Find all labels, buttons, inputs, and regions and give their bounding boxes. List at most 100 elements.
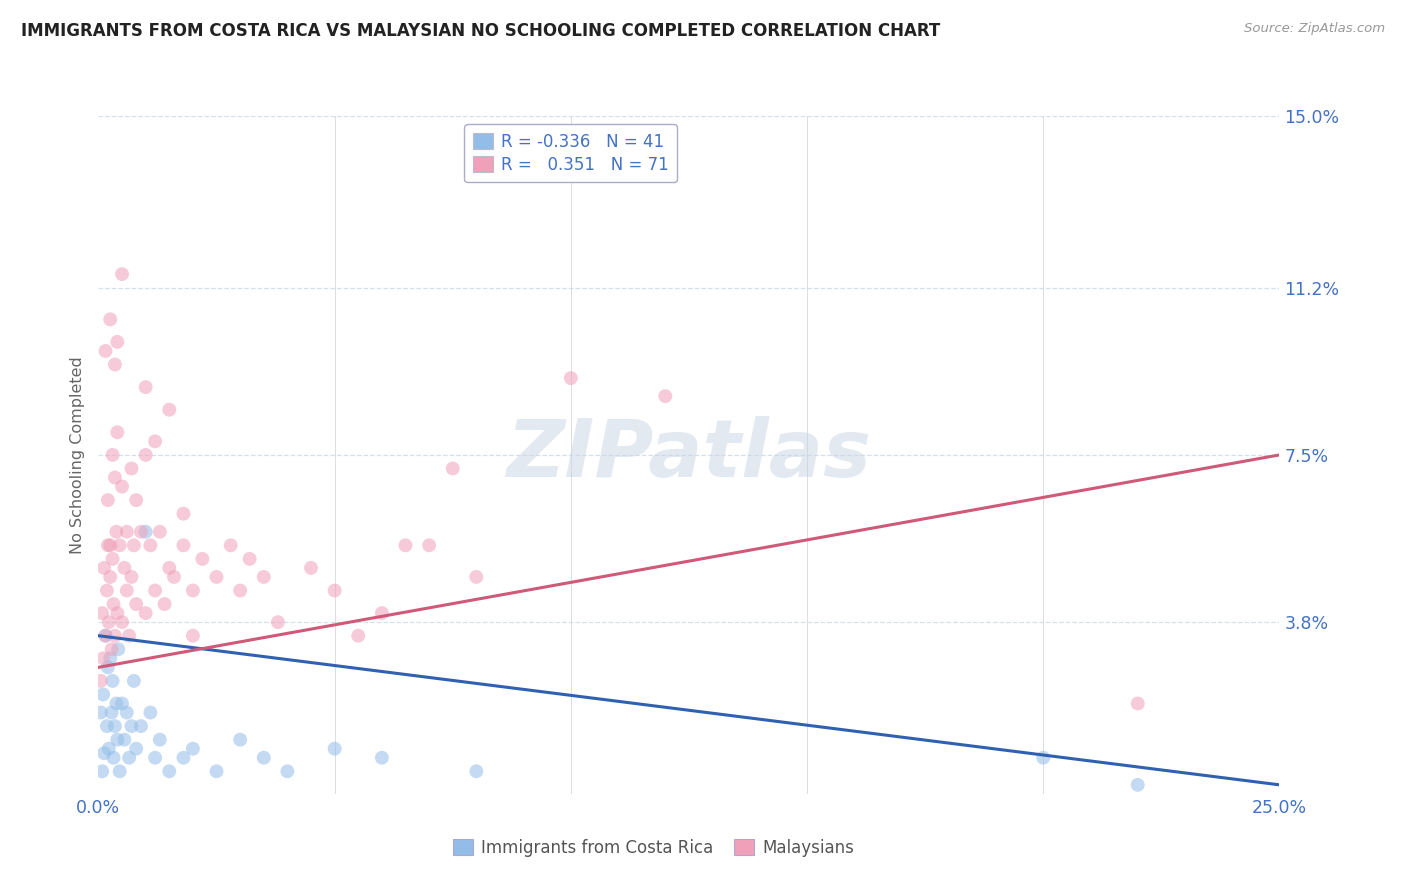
Point [101,673,124,688]
Point [181,583,204,598]
Point [101,448,124,462]
Point [111,697,134,711]
Point [121,461,143,475]
Legend: Immigrants from Costa Rica, Malaysians: Immigrants from Costa Rica, Malaysians [447,832,860,863]
Point [139,706,162,720]
Point [267,615,290,629]
Point [105,697,128,711]
Point [139,538,162,552]
Point [229,732,252,747]
Point [143,750,166,764]
Point [105,606,128,620]
Point [143,583,166,598]
Point [97,493,120,508]
Point [96,583,118,598]
Point [97,741,120,756]
Point [111,479,134,493]
Point [105,524,128,539]
Point [108,538,131,552]
Point [104,719,127,733]
Point [115,583,138,598]
Point [94,629,117,643]
Point [98,538,121,552]
Point [118,629,141,643]
Point [323,583,346,598]
Point [103,750,125,764]
Point [418,538,440,552]
Point [219,538,242,552]
Point [239,552,262,566]
Point [157,402,180,417]
Point [90,673,112,688]
Point [654,389,676,403]
Point [191,552,214,566]
Point [121,719,143,733]
Point [91,651,114,665]
Point [91,764,114,779]
Point [1126,697,1149,711]
Point [107,642,129,657]
Point [98,570,121,584]
Point [229,583,252,598]
Y-axis label: No Schooling Completed: No Schooling Completed [69,356,84,554]
Point [560,371,582,385]
Point [149,732,172,747]
Point [98,312,121,326]
Point [323,741,346,756]
Point [91,606,114,620]
Point [1126,778,1149,792]
Point [108,764,131,779]
Point [135,448,157,462]
Point [104,470,127,484]
Point [125,493,148,508]
Point [100,642,122,657]
Point [172,507,194,521]
Point [93,561,115,575]
Point [465,764,488,779]
Text: ZIPatlas: ZIPatlas [506,416,872,494]
Text: Source: ZipAtlas.com: Source: ZipAtlas.com [1244,22,1385,36]
Point [441,461,464,475]
Point [112,732,135,747]
Point [94,629,117,643]
Point [129,524,152,539]
Point [104,629,127,643]
Point [105,425,128,440]
Point [347,629,370,643]
Point [100,706,122,720]
Point [172,538,194,552]
Point [96,719,118,733]
Point [90,706,112,720]
Point [135,524,157,539]
Point [465,570,488,584]
Point [205,570,228,584]
Point [135,606,157,620]
Point [93,746,115,760]
Point [205,764,228,779]
Point [122,673,145,688]
Point [157,764,180,779]
Point [115,524,138,539]
Point [105,732,128,747]
Point [97,538,120,552]
Point [125,597,148,611]
Point [157,561,180,575]
Point [101,552,124,566]
Point [118,750,141,764]
Point [97,615,120,629]
Point [112,561,135,575]
Point [135,380,157,394]
Point [394,538,416,552]
Point [253,750,276,764]
Point [125,741,148,756]
Point [1032,750,1054,764]
Point [253,570,276,584]
Point [103,597,125,611]
Point [143,434,166,449]
Point [111,615,134,629]
Point [153,597,176,611]
Point [97,660,120,674]
Point [149,524,172,539]
Point [111,267,134,281]
Point [104,358,127,372]
